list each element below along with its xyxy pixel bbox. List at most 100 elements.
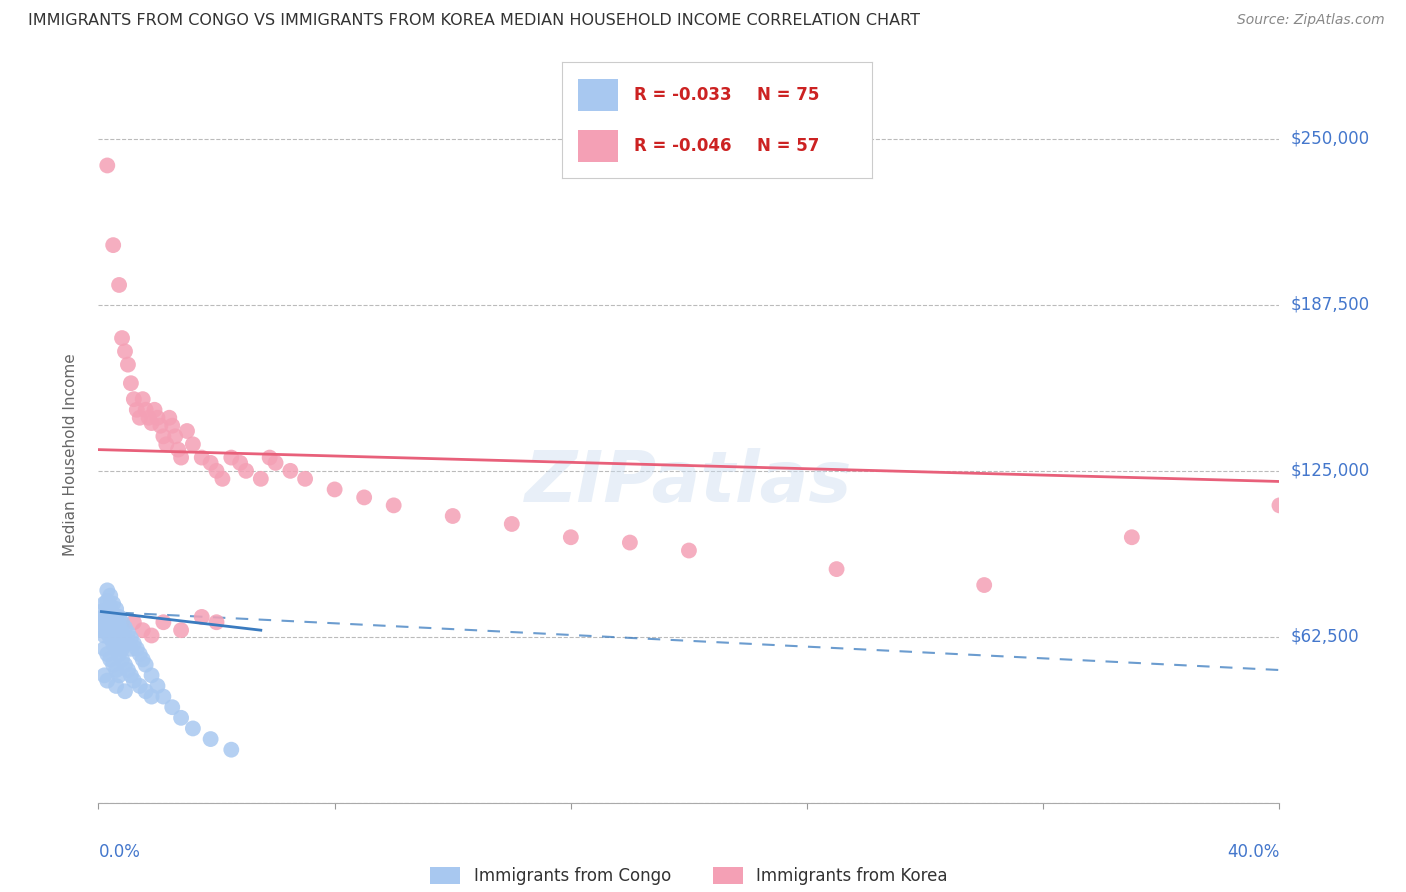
Legend: Immigrants from Congo, Immigrants from Korea: Immigrants from Congo, Immigrants from K… [430,867,948,885]
Point [96,615,118,630]
Point [200,732,222,747]
Point [128,647,150,661]
Point [90,605,112,619]
Point [96,583,118,598]
Point [114,631,136,645]
Text: ZIPatlas: ZIPatlas [526,449,852,517]
Point [98,652,121,666]
Text: 40.0%: 40.0% [1227,843,1279,861]
Point [98,631,121,645]
Point [114,657,136,672]
Point [141,628,163,642]
Point [441,508,464,523]
Point [1268,499,1291,513]
Point [105,631,128,645]
Point [105,641,128,656]
Text: $250,000: $250,000 [1291,130,1369,148]
Point [108,277,131,292]
Point [103,636,125,650]
Point [294,472,316,486]
Point [825,562,848,576]
Point [135,684,157,698]
Point [149,418,172,433]
Point [98,621,121,635]
Point [152,690,174,704]
Point [678,543,700,558]
Point [122,392,145,406]
Point [146,410,169,425]
Point [141,668,163,682]
Point [141,690,163,704]
Point [157,410,180,425]
Point [219,450,242,465]
Point [114,684,136,698]
Point [103,597,125,611]
Text: N = 57: N = 57 [758,137,820,155]
Point [105,623,128,637]
Point [103,628,125,642]
Point [264,456,287,470]
Point [167,442,190,457]
Point [120,641,142,656]
Point [93,668,115,682]
Point [135,657,157,672]
Point [181,722,204,736]
Text: $187,500: $187,500 [1291,296,1369,314]
Point [122,673,145,688]
Point [108,621,131,635]
Point [93,628,115,642]
Point [96,673,118,688]
Point [103,238,125,252]
Point [108,647,131,661]
Point [162,700,183,714]
Point [111,615,134,630]
Point [132,392,155,406]
Point [146,679,169,693]
Point [120,631,142,645]
Point [162,418,183,433]
Point [120,376,142,391]
Point [114,621,136,635]
Point [205,615,228,630]
Text: 0.0%: 0.0% [98,843,141,861]
Point [117,663,139,677]
Point [125,402,148,417]
Point [117,636,139,650]
Point [108,668,131,682]
Point [120,668,142,682]
Point [1121,530,1143,544]
Point [219,742,242,756]
Point [143,402,166,417]
Point [125,641,148,656]
Point [211,472,233,486]
Point [205,464,228,478]
Point [111,652,134,666]
Point [278,464,302,478]
FancyBboxPatch shape [578,78,619,112]
Point [973,578,995,592]
Point [105,613,128,627]
Point [138,410,160,425]
Point [128,410,150,425]
Point [105,602,128,616]
Point [93,597,115,611]
Point [250,472,273,486]
Point [111,636,134,650]
Point [103,618,125,632]
Point [96,158,118,172]
Y-axis label: Median Household Income: Median Household Income [63,353,77,557]
Point [560,530,582,544]
Point [108,610,131,624]
Point [152,429,174,443]
Point [105,679,128,693]
Point [165,429,187,443]
Point [105,663,128,677]
Point [141,416,163,430]
Point [170,711,193,725]
Point [96,605,118,619]
Text: $62,500: $62,500 [1291,628,1360,646]
Point [98,610,121,624]
Point [117,625,139,640]
FancyBboxPatch shape [578,129,619,162]
Point [103,607,125,622]
